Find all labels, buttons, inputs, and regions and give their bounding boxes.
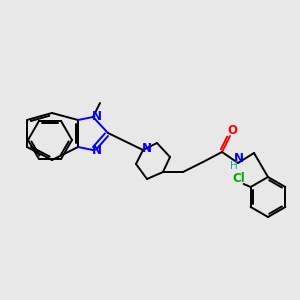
Text: N: N [92,110,102,124]
Text: N: N [142,142,152,154]
Text: Cl: Cl [232,172,245,185]
Text: O: O [227,124,237,137]
Text: H: H [230,161,238,171]
Text: N: N [92,143,102,157]
Text: N: N [234,152,244,164]
